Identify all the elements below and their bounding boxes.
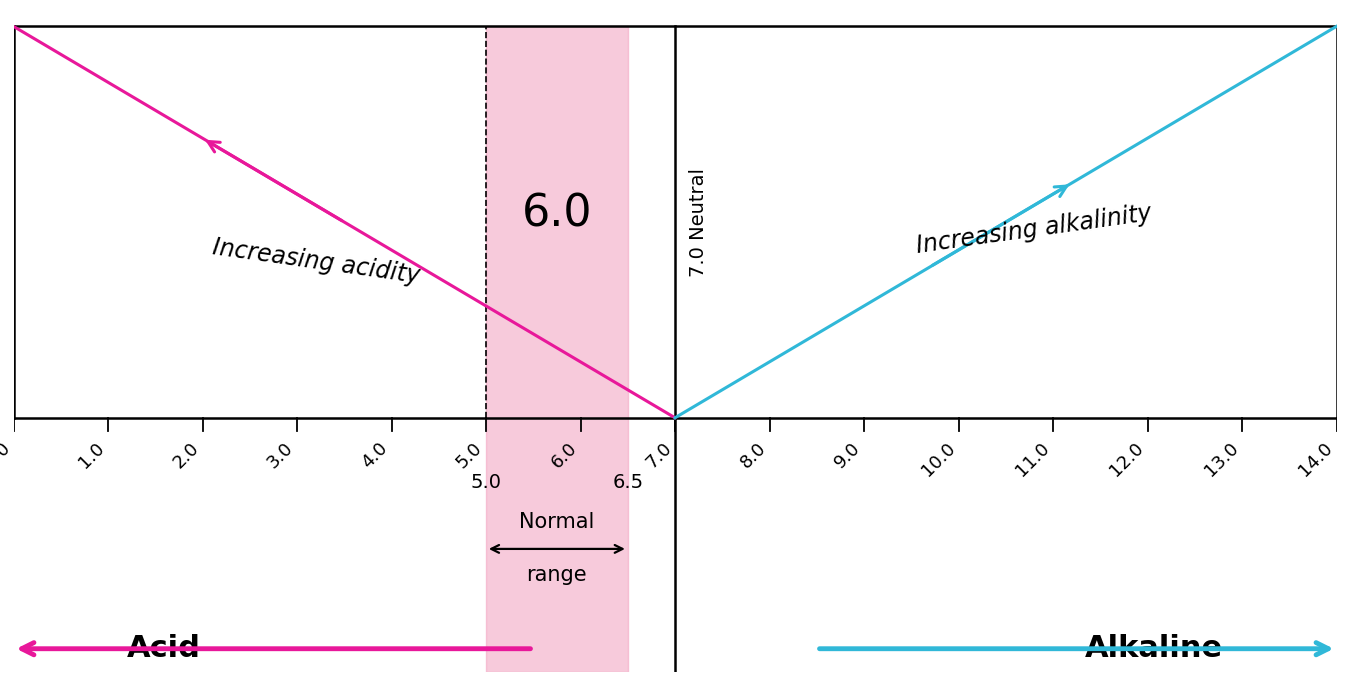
Text: Normal: Normal — [520, 512, 594, 532]
Text: Increasing alkalinity: Increasing alkalinity — [915, 202, 1153, 258]
Text: 8.0: 8.0 — [737, 439, 769, 472]
Text: 1.0: 1.0 — [76, 439, 108, 472]
Text: 7.0 Neutral: 7.0 Neutral — [690, 168, 709, 276]
Text: 2.0: 2.0 — [170, 439, 202, 472]
Text: 6.5: 6.5 — [612, 473, 644, 492]
Text: 5.0: 5.0 — [471, 473, 501, 492]
Text: range: range — [526, 564, 587, 585]
Text: 7.0: 7.0 — [643, 439, 675, 472]
Text: 13.0: 13.0 — [1202, 439, 1242, 480]
Text: 6.0: 6.0 — [548, 439, 580, 472]
Bar — [486, 26, 628, 672]
Text: 11.0: 11.0 — [1012, 439, 1053, 480]
Text: Acid: Acid — [127, 634, 201, 663]
Text: 10.0: 10.0 — [918, 439, 958, 480]
Text: Increasing acidity: Increasing acidity — [211, 235, 421, 288]
Text: 4.0: 4.0 — [359, 439, 392, 472]
Text: 5.0: 5.0 — [454, 439, 486, 472]
Text: 14.0: 14.0 — [1296, 439, 1336, 480]
Text: Alkaline: Alkaline — [1085, 634, 1223, 663]
Text: 3.0: 3.0 — [265, 439, 297, 472]
Text: 6.0: 6.0 — [521, 193, 593, 236]
Text: 9.0: 9.0 — [832, 439, 864, 472]
Text: 0: 0 — [0, 439, 14, 460]
Text: 12.0: 12.0 — [1107, 439, 1148, 480]
